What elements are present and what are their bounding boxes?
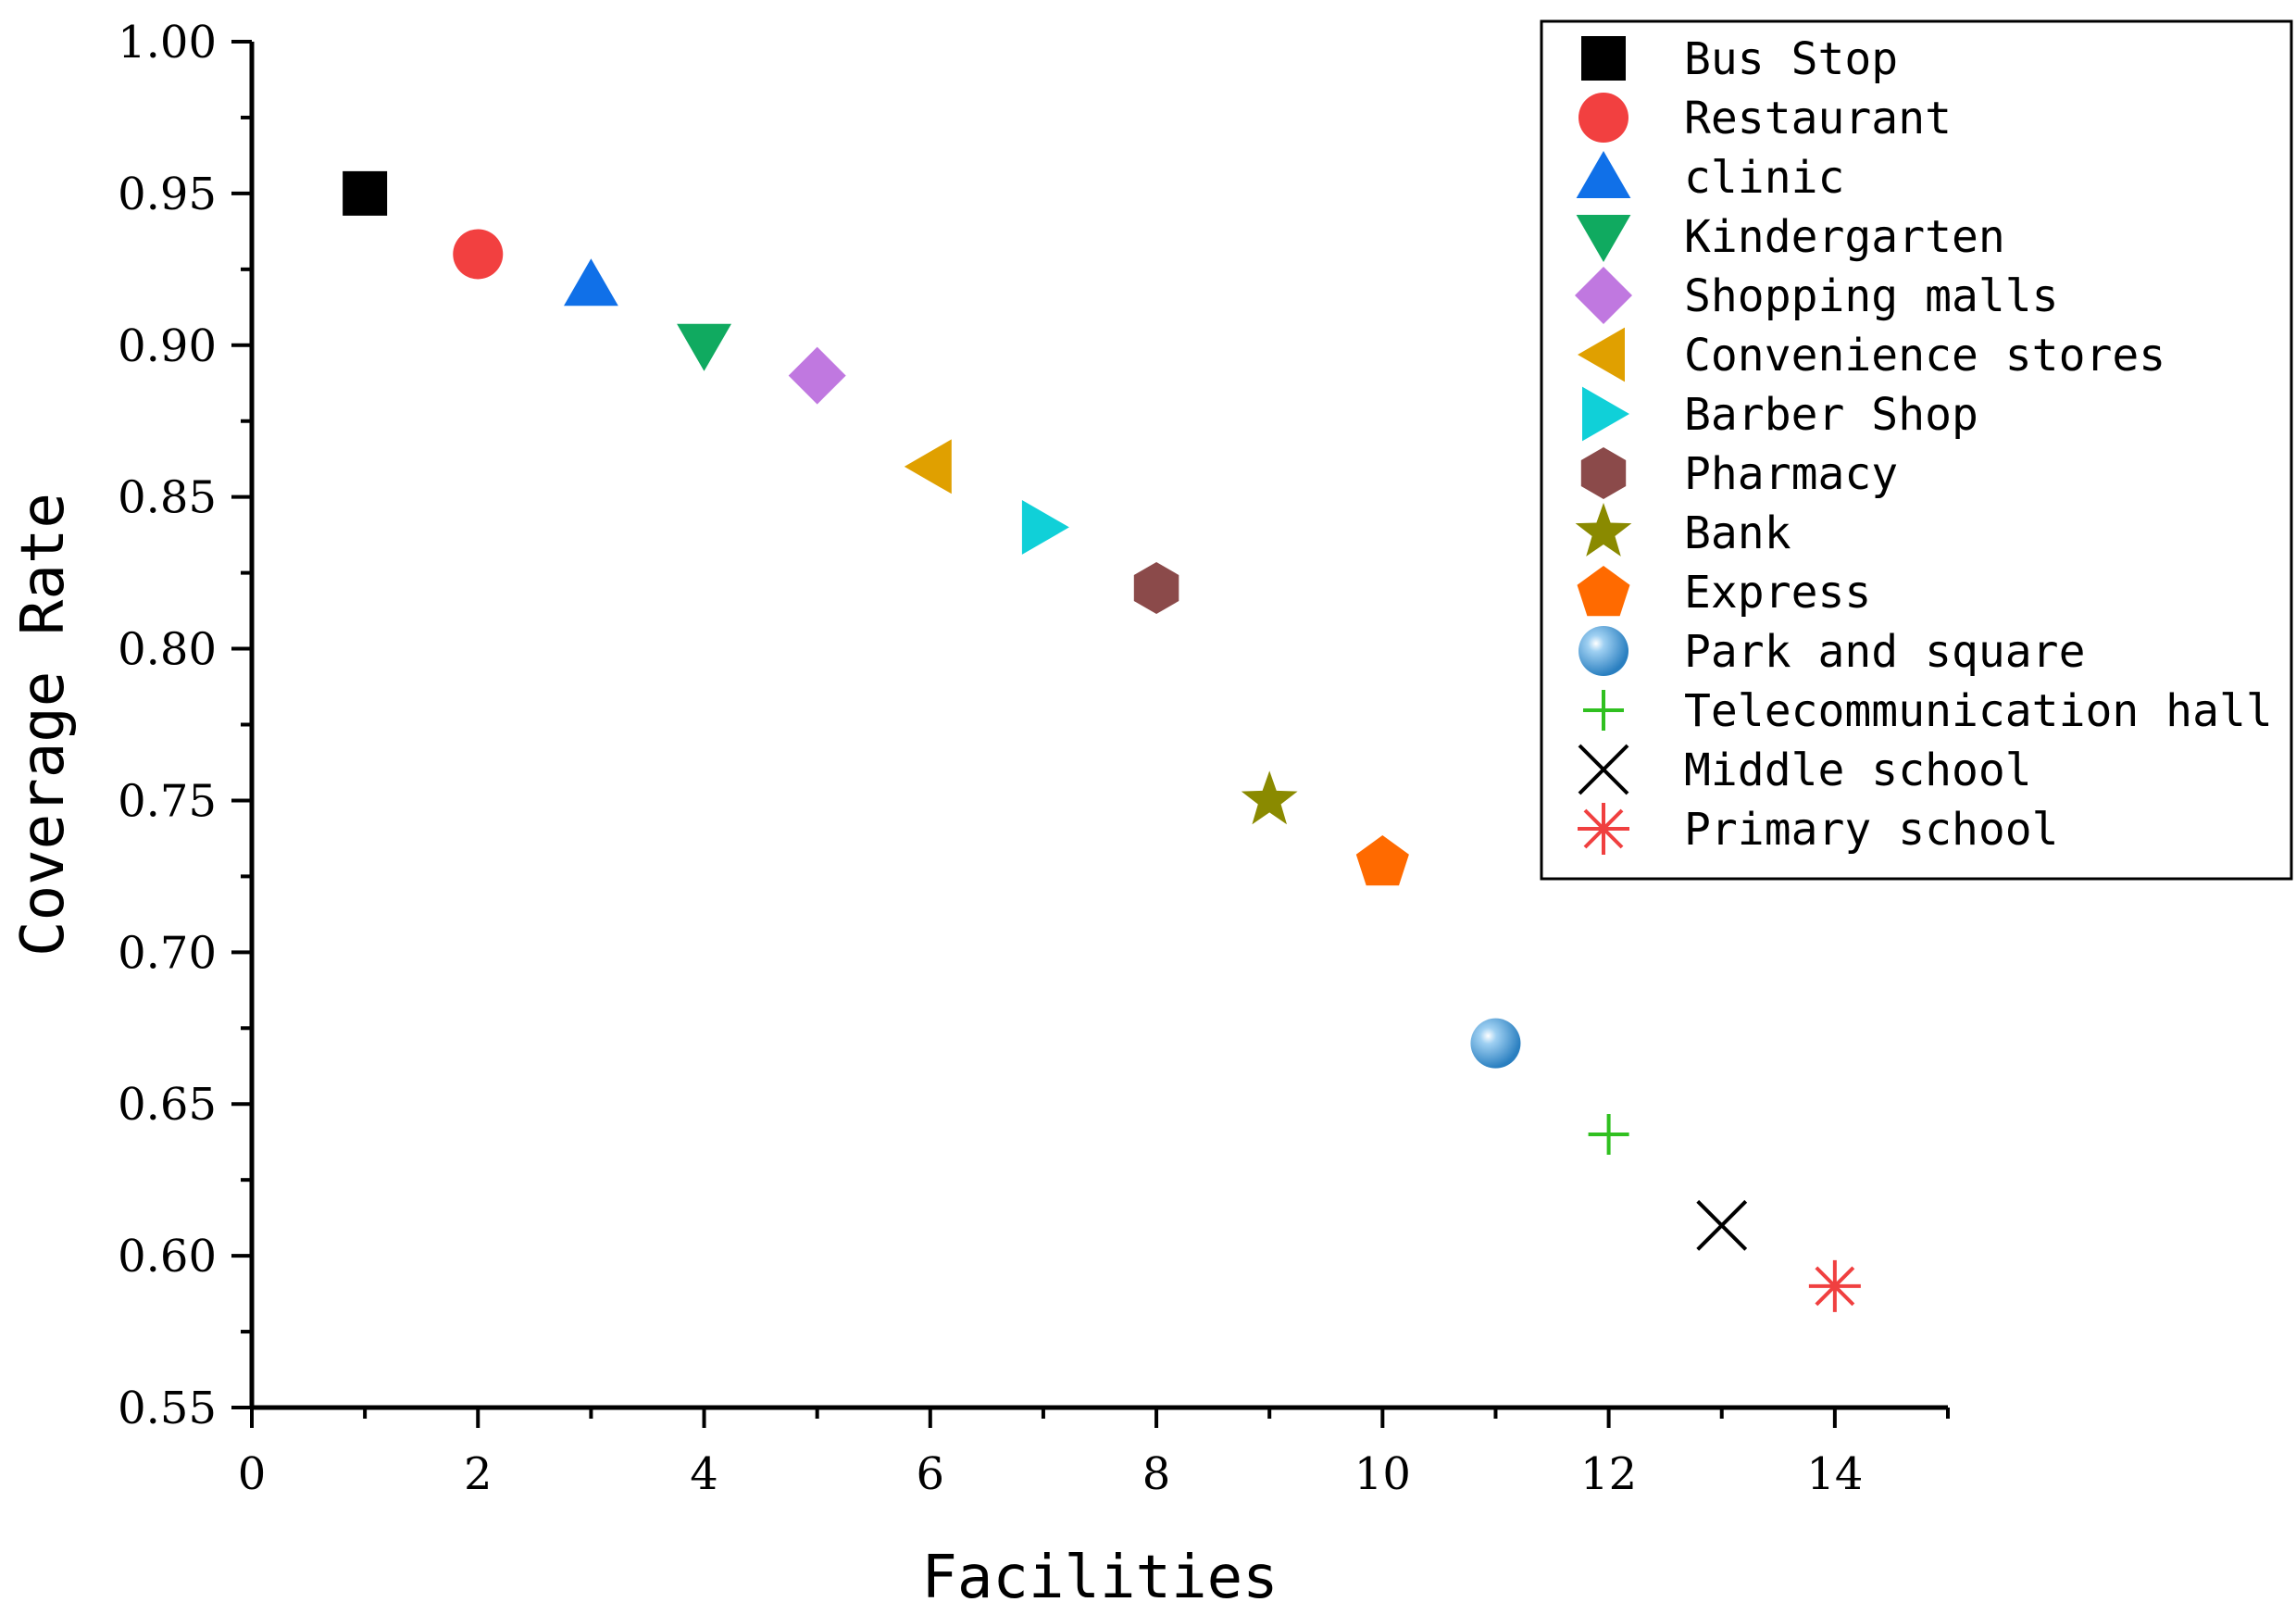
x-tick-label: 2 (464, 1448, 493, 1500)
x-tick-label: 12 (1580, 1448, 1637, 1500)
data-point (1241, 770, 1298, 825)
legend-label: Kindergarten (1684, 211, 2005, 263)
data-point (1808, 1259, 1861, 1312)
y-tick-label: 0.95 (118, 169, 217, 220)
data-point (904, 439, 952, 494)
axes: 0 2 4 6 8 10 12 14 0.55 0.60 0.65 0.70 0.75 0.80 0.85 0… (118, 17, 1950, 1500)
data-point (1133, 562, 1179, 614)
y-tick-label: 0.60 (118, 1231, 217, 1283)
data-point (343, 170, 388, 216)
legend-label: Barber Shop (1684, 389, 1978, 441)
x-tick-label: 6 (917, 1448, 945, 1500)
data-point (788, 346, 846, 405)
legend-label: Bus Stop (1684, 33, 1898, 85)
data-point (1470, 1018, 1521, 1069)
y-axis-title: Coverage Rate (9, 493, 78, 957)
legend-label: Telecommunication hall (1684, 685, 2273, 737)
data-marks (343, 170, 1861, 1312)
legend-box (1540, 19, 2293, 881)
legend-marker (1578, 626, 1628, 676)
y-tick-label: 0.85 (118, 472, 217, 524)
legend-label: Primary school (1684, 804, 2059, 856)
legend-marker (1578, 744, 1629, 795)
legend-marker (1576, 215, 1631, 262)
data-point (1696, 1199, 1748, 1251)
legend-marker (1581, 36, 1626, 81)
legend-marker (1582, 386, 1629, 442)
y-tick-label: 0.75 (118, 775, 217, 827)
legend-label: Pharmacy (1684, 448, 1898, 500)
x-tick-label: 14 (1806, 1448, 1863, 1500)
legend-label: Shopping malls (1684, 270, 2059, 322)
y-tick-label: 0.70 (118, 927, 217, 979)
legend-marker (1583, 690, 1624, 731)
x-tick-label: 10 (1354, 1448, 1411, 1500)
legend-marker (1575, 267, 1632, 324)
legend-marker (1576, 151, 1631, 198)
legend: Bus Stop Restaurant clinic Kindergarten Shop… (1540, 19, 2293, 881)
x-tick-label: 0 (238, 1448, 267, 1500)
data-point (677, 323, 731, 371)
legend-marker (1578, 803, 1629, 855)
legend-marker (1575, 503, 1632, 557)
data-point (1021, 500, 1069, 555)
y-tick-label: 0.80 (118, 624, 217, 676)
data-point (1588, 1114, 1629, 1155)
legend-label: Middle school (1684, 745, 2032, 796)
legend-label: Restaurant (1684, 93, 1952, 144)
x-axis-title: Facilities (921, 1544, 1278, 1602)
x-tick-label: 8 (1142, 1448, 1171, 1500)
legend-label: Convenience stores (1684, 330, 2165, 382)
legend-marker (1578, 93, 1628, 143)
legend-label: Park and square (1684, 626, 2085, 678)
legend-marker (1578, 327, 1625, 382)
legend-label: Bank (1684, 507, 1791, 559)
data-point (453, 229, 504, 280)
legend-label: Express (1684, 567, 1871, 619)
y-tick-label: 0.65 (118, 1079, 217, 1131)
x-tick-label: 4 (690, 1448, 718, 1500)
y-tick-label: 0.55 (118, 1383, 217, 1434)
y-tick-label: 0.90 (118, 320, 217, 372)
data-point (1355, 835, 1409, 886)
legend-marker (1577, 566, 1630, 617)
y-tick-label: 1.00 (118, 17, 217, 69)
legend-label: clinic (1684, 152, 1844, 204)
legend-marker (1580, 447, 1627, 499)
data-point (564, 258, 618, 307)
